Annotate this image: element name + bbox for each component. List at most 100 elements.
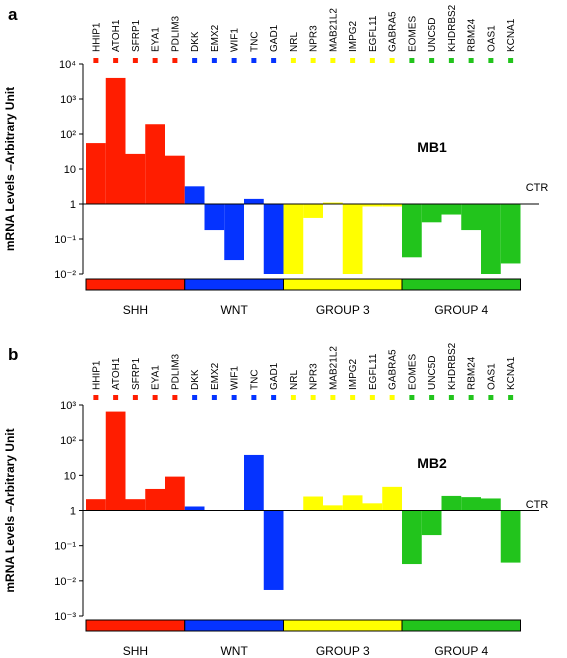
gene-label: DKK	[190, 31, 201, 52]
gene-color-marker	[488, 395, 494, 400]
group-bar	[184, 619, 284, 632]
bar-egfl11	[362, 204, 383, 207]
bar-gabra5	[382, 204, 402, 207]
gene-color-marker	[429, 395, 435, 400]
chart-title: MB2	[417, 455, 447, 471]
y-axis-title: mRNA Levels –Arbitrary Unit	[3, 87, 17, 251]
gene-color-marker	[330, 395, 336, 400]
bar-hhip1	[86, 499, 106, 511]
gene-color-marker	[310, 58, 316, 63]
bar-rbm24	[461, 204, 481, 231]
bar-gad1	[263, 510, 284, 590]
gene-label: IMPG2	[348, 358, 359, 390]
bar-impg2	[342, 204, 363, 274]
bar-pdlim3	[165, 155, 185, 204]
bar-khdrbs2	[441, 495, 462, 511]
bar-gad1	[263, 204, 284, 274]
bar-sfrp1	[125, 153, 146, 204]
y-tick-label: 10²	[60, 435, 76, 447]
bar-nrl	[283, 204, 304, 274]
gene-label: PDLIM3	[170, 353, 181, 390]
gene-color-marker	[330, 58, 336, 63]
gene-label: EYA1	[151, 365, 162, 390]
bar-dkk	[184, 186, 205, 204]
bar-eomes	[402, 510, 422, 565]
gene-label: ATOH1	[111, 19, 122, 52]
gene-color-marker	[152, 58, 158, 63]
gene-label: RBM24	[467, 356, 478, 390]
gene-color-marker	[369, 395, 375, 400]
bar-npr3	[303, 496, 323, 511]
group-label: SHH	[123, 303, 148, 317]
gene-label: GABRA5	[388, 11, 399, 52]
gene-color-marker	[429, 58, 435, 63]
gene-label: TNC	[249, 369, 260, 390]
gene-color-marker	[132, 58, 138, 63]
gene-color-marker	[508, 58, 514, 63]
bar-sfrp1	[125, 499, 146, 511]
gene-label: HHIP1	[91, 22, 102, 52]
gene-color-marker	[290, 58, 296, 63]
gene-color-marker	[389, 395, 395, 400]
y-axis-title: mRNA Levels –Arbitrary Unit	[3, 428, 17, 592]
y-tick-label: 1	[70, 199, 76, 211]
bar-khdrbs2	[441, 204, 462, 215]
gene-label: NRL	[289, 32, 300, 52]
group-label: WNT	[220, 303, 248, 317]
reference-label: CTR	[526, 182, 549, 194]
gene-label: NRL	[289, 370, 300, 390]
bar-mab21l2	[323, 202, 343, 204]
bar-dkk	[184, 506, 205, 511]
gene-color-marker	[251, 395, 257, 400]
group-label: GROUP 3	[316, 644, 370, 658]
y-tick-label: 10⁻¹	[54, 234, 76, 246]
gene-color-marker	[350, 395, 356, 400]
gene-color-marker	[211, 395, 217, 400]
y-tick-label: 10	[64, 164, 76, 176]
bar-oas1	[481, 498, 501, 511]
bar-npr3	[303, 204, 323, 218]
bar-emx2	[204, 204, 225, 231]
group-label: SHH	[123, 644, 148, 658]
gene-label: RBM24	[467, 18, 478, 52]
bar-atoh1	[105, 77, 126, 204]
gene-label: NPR3	[309, 25, 320, 52]
bar-eya1	[145, 124, 165, 204]
bar-eya1	[145, 488, 165, 511]
gene-label: DKK	[190, 369, 201, 390]
group-label: GROUP 3	[316, 303, 370, 317]
group-label: GROUP 4	[434, 644, 488, 658]
gene-label: MAB21L2	[328, 8, 339, 52]
bar-impg2	[342, 495, 363, 511]
bar-mab21l2	[323, 505, 343, 511]
reference-label: CTR	[526, 499, 549, 511]
gene-label: KHDRBS2	[447, 4, 458, 52]
group-bar	[283, 619, 403, 632]
bar-tnc	[244, 198, 264, 204]
gene-label: ATOH1	[111, 357, 122, 390]
bar-kcna1	[500, 204, 521, 264]
gene-color-marker	[468, 58, 474, 63]
gene-color-marker	[132, 395, 138, 400]
bar-gabra5	[382, 486, 402, 511]
gene-color-marker	[508, 395, 514, 400]
gene-label: OAS1	[486, 25, 497, 52]
group-bar	[85, 619, 186, 632]
group-label: WNT	[220, 644, 248, 658]
gene-label: WIF1	[230, 366, 241, 390]
gene-label: IMPG2	[348, 20, 359, 52]
bar-hhip1	[86, 143, 106, 204]
gene-label: EMX2	[210, 24, 221, 52]
gene-color-marker	[389, 58, 395, 63]
gene-color-marker	[113, 58, 119, 63]
y-tick-label: 10²	[60, 129, 76, 141]
gene-label: EYA1	[151, 27, 162, 52]
gene-color-marker	[93, 395, 99, 400]
gene-color-marker	[93, 58, 99, 63]
gene-label: TNC	[249, 31, 260, 52]
gene-label: UNC5D	[427, 18, 438, 52]
bar-kcna1	[500, 510, 521, 563]
group-bar	[283, 278, 403, 291]
gene-color-marker	[211, 58, 217, 63]
bar-unc5d	[421, 510, 442, 536]
